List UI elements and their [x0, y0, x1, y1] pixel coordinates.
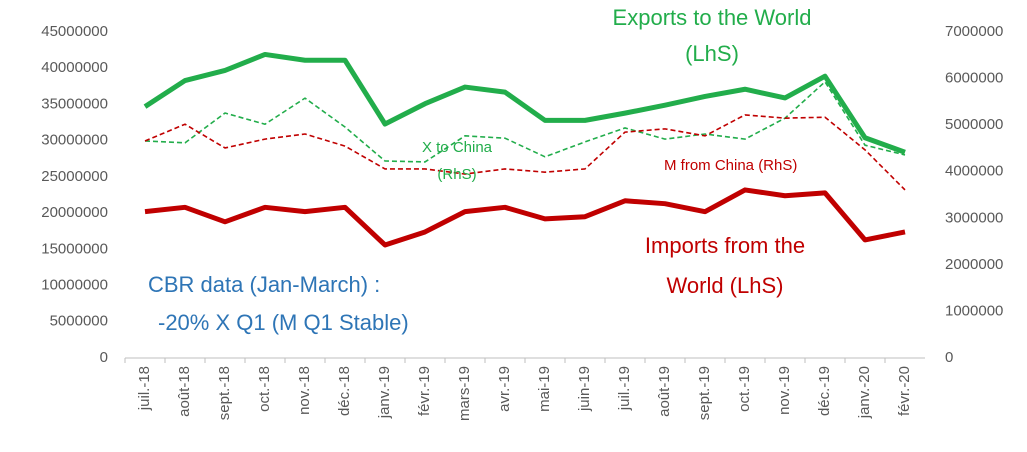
x-tick-label: août-18	[176, 366, 193, 417]
series-line	[144, 114, 906, 191]
y2-tick-label: 7000000	[945, 23, 1003, 40]
y-tick-label: 35000000	[41, 95, 108, 112]
x-tick-label: juin-19	[576, 366, 593, 412]
y-tick-label: 40000000	[41, 59, 108, 76]
x-tick-label: mai-19	[536, 366, 553, 412]
x-tick-label: août-19	[656, 366, 673, 417]
y-tick-label: 45000000	[41, 23, 108, 40]
y-tick-label: 25000000	[41, 168, 108, 185]
series-line	[144, 187, 906, 248]
x-tick-label: déc.-19	[816, 366, 833, 416]
y2-tick-label: 3000000	[945, 209, 1003, 226]
y-tick-label: 20000000	[41, 204, 108, 221]
x-tick-label: juil.-18	[136, 366, 153, 411]
y-tick-label: 5000000	[50, 313, 108, 330]
x-tick-label: déc.-18	[336, 366, 353, 416]
y2-tick-label: 0	[945, 349, 953, 366]
y-tick-label: 30000000	[41, 132, 108, 149]
y2-tick-label: 6000000	[945, 70, 1003, 87]
y2-tick-label: 2000000	[945, 256, 1003, 273]
y-tick-label: 0	[100, 349, 108, 366]
x-tick-label: sept.-19	[696, 366, 713, 420]
x-tick-label: nov.-18	[296, 366, 313, 415]
x-tick-label: nov.-19	[776, 366, 793, 415]
x-tick-label: févr.-19	[416, 366, 433, 416]
series-label: Imports from the World (LhS)	[644, 233, 806, 298]
x-tick-label: juil.-19	[616, 366, 633, 411]
x-tick-label: févr.-20	[896, 366, 913, 416]
series-label: X to China (RhS)	[421, 139, 493, 183]
x-tick-label: avr.-19	[496, 366, 513, 412]
x-tick-label: mars-19	[456, 366, 473, 421]
y-tick-label: 10000000	[41, 277, 108, 294]
y-tick-label: 15000000	[41, 240, 108, 257]
series-line	[143, 51, 906, 155]
x-tick-label: oct.-18	[256, 366, 273, 412]
y2-tick-label: 5000000	[945, 116, 1003, 133]
x-tick-label: janv.-19	[376, 366, 393, 419]
series-label: M from China (RhS)	[664, 157, 798, 174]
x-tick-label: oct.-19	[736, 366, 753, 412]
annotation: CBR data (Jan-March) :	[148, 272, 381, 297]
y2-tick-label: 4000000	[945, 163, 1003, 180]
x-tick-label: sept.-18	[216, 366, 233, 420]
annotation: -20% X Q1 (M Q1 Stable)	[158, 310, 409, 335]
y2-tick-label: 1000000	[945, 302, 1003, 319]
series-label: Exports to the World (LhS)	[612, 5, 812, 66]
x-tick-label: janv.-20	[856, 366, 873, 419]
series-line	[144, 81, 906, 163]
